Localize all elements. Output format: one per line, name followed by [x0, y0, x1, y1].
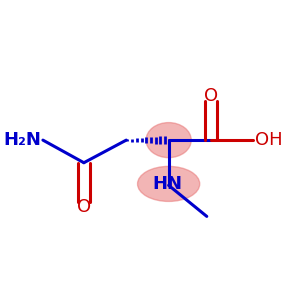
Text: H₂N: H₂N [4, 131, 41, 149]
Ellipse shape [146, 123, 191, 158]
Text: O: O [204, 87, 218, 105]
Ellipse shape [138, 167, 200, 201]
Text: HN: HN [152, 176, 182, 194]
Text: O: O [77, 197, 91, 215]
Text: OH: OH [255, 131, 282, 149]
